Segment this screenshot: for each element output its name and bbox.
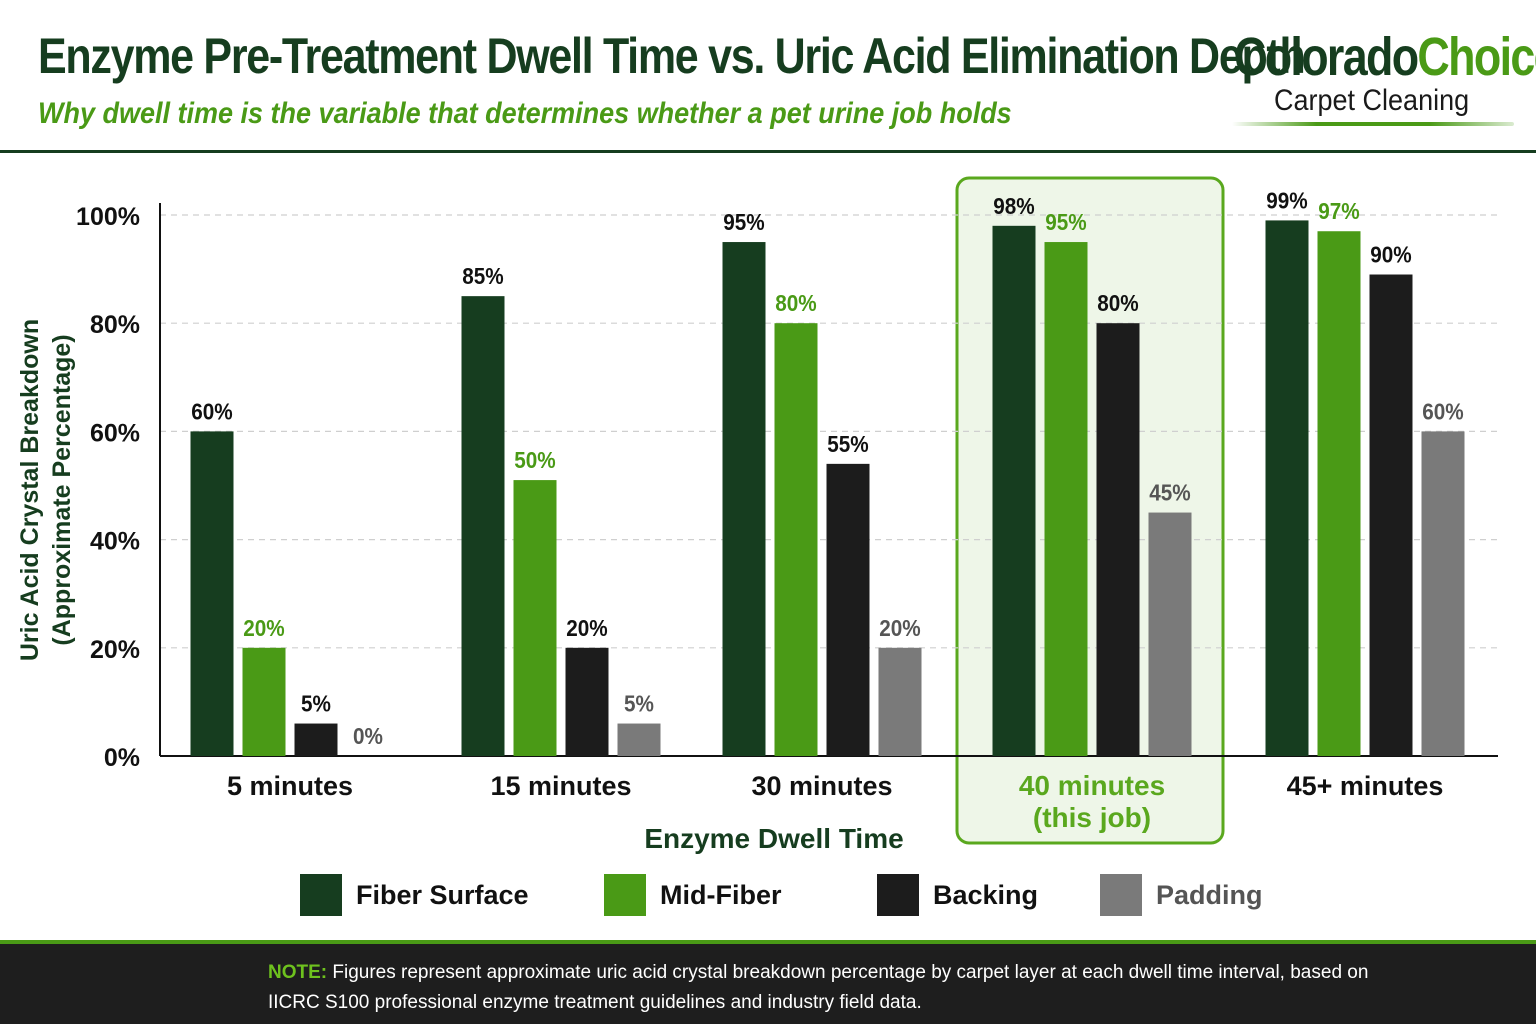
bar-chart: 0% 20% 40% 60% 80% 100% 60% 85% 95% 98% 99% 20% 50% 8… <box>16 176 1498 854</box>
bar <box>1369 274 1413 756</box>
page-title: Enzyme Pre-Treatment Dwell Time vs. Uric… <box>38 28 1306 84</box>
data-label: 90% <box>1370 241 1411 267</box>
y-tick-label: 100% <box>76 203 140 231</box>
legend-swatch <box>604 874 646 916</box>
logo-swoosh <box>1232 122 1514 126</box>
data-label: 99% <box>1266 187 1307 213</box>
data-label: 60% <box>191 398 232 424</box>
data-label: 50% <box>514 447 555 473</box>
legend-label: Padding <box>1156 880 1263 910</box>
legend-label: Fiber Surface <box>356 880 529 910</box>
data-label: 95% <box>723 209 764 235</box>
legend-swatch <box>300 874 342 916</box>
data-label: 97% <box>1318 198 1359 224</box>
bar <box>565 647 609 756</box>
bar <box>294 723 338 756</box>
bar <box>1421 431 1465 756</box>
header: Enzyme Pre-Treatment Dwell Time vs. Uric… <box>0 0 1536 153</box>
data-label: 5% <box>301 691 331 717</box>
bar <box>1044 242 1088 757</box>
data-label: 45% <box>1149 480 1190 506</box>
data-label: 98% <box>993 193 1034 219</box>
x-tick-label: (this job) <box>1033 802 1151 833</box>
x-tick-label: 15 minutes <box>490 771 631 801</box>
x-tick-label: 30 minutes <box>751 771 892 801</box>
x-axis-title: Enzyme Dwell Time <box>644 823 903 854</box>
y-tick-label: 0% <box>104 744 140 772</box>
legend-swatch <box>877 874 919 916</box>
bar <box>461 296 505 756</box>
legend-label: Backing <box>933 880 1039 910</box>
y-axis-title: Uric Acid Crystal Breakdown <box>16 319 44 661</box>
page-subtitle: Why dwell time is the variable that dete… <box>38 97 1012 130</box>
bar <box>774 323 818 756</box>
data-label: 55% <box>827 431 868 457</box>
bar <box>1148 512 1192 756</box>
data-label: 0% <box>353 723 383 749</box>
y-tick-label: 20% <box>90 636 140 664</box>
data-label: 5% <box>624 691 654 717</box>
y-tick-label: 40% <box>90 528 140 556</box>
bar <box>513 480 557 756</box>
logo-name-part2: Choice <box>1417 27 1536 87</box>
bar <box>1317 231 1361 757</box>
bar <box>826 463 870 756</box>
y-tick-label: 60% <box>90 419 140 447</box>
data-label: 80% <box>775 290 816 316</box>
y-tick-label: 80% <box>90 311 140 339</box>
chart-legend: Fiber Surface Mid-Fiber Backing Padding <box>0 872 1536 922</box>
logo-name-part1: Colorado <box>1234 27 1419 87</box>
data-label: 20% <box>566 615 607 641</box>
x-tick-label: 40 minutes <box>1019 770 1165 801</box>
y-axis-title: (Approximate Percentage) <box>48 334 76 645</box>
bar <box>242 647 286 756</box>
data-label: 80% <box>1097 290 1138 316</box>
data-label: 95% <box>1045 209 1086 235</box>
data-label: 20% <box>243 615 284 641</box>
footer-note: NOTE: Figures represent approximate uric… <box>0 940 1536 1024</box>
data-label: 60% <box>1422 398 1463 424</box>
data-label: 85% <box>462 263 503 289</box>
bar <box>992 225 1036 756</box>
bar <box>722 242 766 757</box>
header-divider <box>0 150 1536 153</box>
note-text: Figures represent approximate uric acid … <box>268 962 1369 1013</box>
footer-text: NOTE: Figures represent approximate uric… <box>268 958 1418 1018</box>
x-tick-label: 45+ minutes <box>1287 771 1444 801</box>
x-tick-label: 5 minutes <box>227 771 353 801</box>
company-logo: ColoradoChoice Carpet Cleaning <box>1228 22 1536 132</box>
bar <box>878 647 922 756</box>
data-label: 20% <box>879 615 920 641</box>
bar <box>617 723 661 756</box>
legend-swatch <box>1100 874 1142 916</box>
logo-wordmark: ColoradoChoice <box>1234 26 1536 88</box>
bar <box>1096 323 1140 756</box>
logo-tagline: Carpet Cleaning <box>1274 84 1470 117</box>
legend-label: Mid-Fiber <box>660 880 782 910</box>
bar <box>190 431 234 756</box>
note-label: NOTE: <box>268 962 328 983</box>
bar <box>1265 220 1309 756</box>
